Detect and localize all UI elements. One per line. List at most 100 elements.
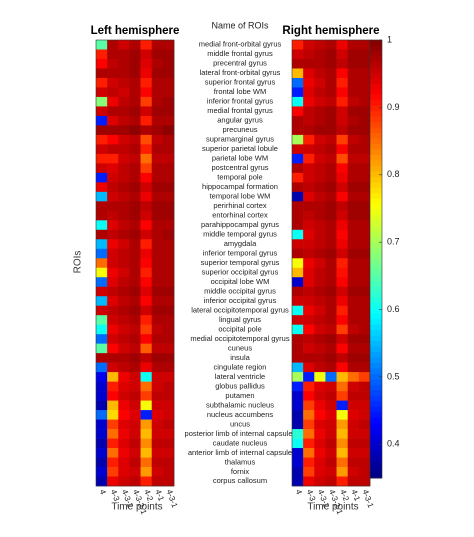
heatmap-cell [129, 315, 141, 325]
heatmap-cell [303, 467, 315, 477]
heatmap-cell [96, 267, 108, 278]
heatmap-cell [347, 182, 360, 193]
heatmap-cell [129, 334, 141, 344]
heatmap-cell [358, 362, 371, 373]
heatmap-cell [140, 429, 153, 439]
colorbar-segment [370, 94, 382, 101]
heatmap-cell [118, 134, 130, 145]
heatmap-cell [96, 419, 108, 430]
heatmap-cell [151, 448, 164, 458]
heatmap-cell [336, 286, 349, 297]
heatmap-cell [151, 182, 164, 193]
heatmap-cell [358, 315, 371, 325]
heatmap-cell [151, 429, 164, 439]
heatmap-cell [303, 343, 315, 354]
heatmap-cell [347, 267, 360, 278]
heatmap-cell [96, 191, 108, 202]
heatmap-cell [118, 286, 130, 297]
heatmap-cell [129, 220, 141, 231]
heatmap-cell [162, 410, 175, 420]
heatmap-cell [314, 106, 326, 117]
colorbar-segment [370, 357, 382, 364]
heatmap-cell [162, 77, 175, 88]
heatmap-cell [358, 68, 371, 79]
row-label: supramarginal gyrus [206, 135, 274, 144]
heatmap-cell [314, 87, 326, 98]
row-label: frontal lobe WM [214, 87, 267, 96]
heatmap-cell [336, 429, 349, 439]
heatmap-cell [336, 277, 349, 288]
heatmap-cell [336, 58, 349, 69]
heatmap-cell [107, 419, 119, 430]
heatmap-cell [292, 305, 304, 316]
heatmap-cell [292, 267, 304, 278]
heatmap-cell [162, 258, 175, 269]
heatmap-cell [151, 40, 164, 50]
heatmap-cell [107, 400, 119, 411]
x-tick-label: 4-3 [109, 488, 122, 502]
colorbar-tick-label: 0.7 [387, 237, 400, 247]
heatmap-cell [162, 381, 175, 392]
heatmap-cell [303, 49, 315, 60]
heatmap-cell [358, 286, 371, 297]
heatmap-cell [325, 182, 337, 193]
colorbar-segment [370, 127, 382, 134]
heatmap-cell [118, 334, 130, 344]
heatmap-cell [303, 87, 315, 98]
heatmap-cell [303, 324, 315, 335]
heatmap-cell [96, 457, 108, 468]
heatmap-cell [292, 467, 304, 477]
heatmap-cell [314, 457, 326, 468]
heatmap-cell [314, 315, 326, 325]
row-label: lateral occipitotemporal gyrus [191, 305, 289, 314]
heatmap-cell [292, 353, 304, 363]
heatmap-cell [162, 267, 175, 278]
heatmap-cell [347, 49, 360, 60]
heatmap-cell [140, 191, 153, 202]
heatmap-cell [129, 182, 141, 193]
heatmap-cell [358, 277, 371, 288]
colorbar-segment [370, 406, 382, 413]
heatmap-cell [314, 172, 326, 183]
heatmap-cell [96, 229, 108, 240]
heatmap-cell [107, 144, 119, 155]
heatmap-cell [347, 248, 360, 259]
heatmap-cell [303, 391, 315, 401]
heatmap-cell [292, 372, 304, 382]
heatmap-cell [96, 315, 108, 325]
heatmap-cell [162, 106, 175, 117]
heatmap-cell [292, 457, 304, 468]
row-label: temporal pole [217, 173, 262, 182]
heatmap-cell [347, 296, 360, 307]
colorbar-segment [370, 439, 382, 446]
colorbar-segment [370, 445, 382, 452]
heatmap-cell [96, 201, 108, 212]
heatmap-cell [96, 353, 108, 363]
colorbar-segment [370, 187, 382, 194]
heatmap-cell [118, 248, 130, 259]
heatmap-cell [140, 96, 153, 107]
heatmap-cell [347, 429, 360, 439]
heatmap-cell [336, 125, 349, 136]
heatmap-cell [325, 172, 337, 183]
colorbar-segment [370, 242, 382, 249]
heatmap-cell [107, 96, 119, 107]
heatmap-cell [96, 438, 108, 449]
colorbar-segment [370, 368, 382, 375]
heatmap-cell [140, 220, 153, 231]
heatmap-cell [336, 239, 349, 250]
heatmap-cell [314, 191, 326, 202]
heatmap-cell [325, 410, 337, 420]
colorbar-segment [370, 401, 382, 408]
heatmap-cell [118, 68, 130, 79]
colorbar-segment [370, 198, 382, 205]
row-label: superior occipital gyrus [202, 267, 279, 276]
heatmap-cell [118, 362, 130, 373]
colorbar-segment [370, 215, 382, 222]
colorbar-segment [370, 253, 382, 260]
heatmap-cell [162, 305, 175, 316]
colorbar-segment [370, 171, 382, 178]
heatmap-cell [118, 296, 130, 307]
heatmap-cell [325, 381, 337, 392]
row-label: insula [230, 353, 250, 362]
